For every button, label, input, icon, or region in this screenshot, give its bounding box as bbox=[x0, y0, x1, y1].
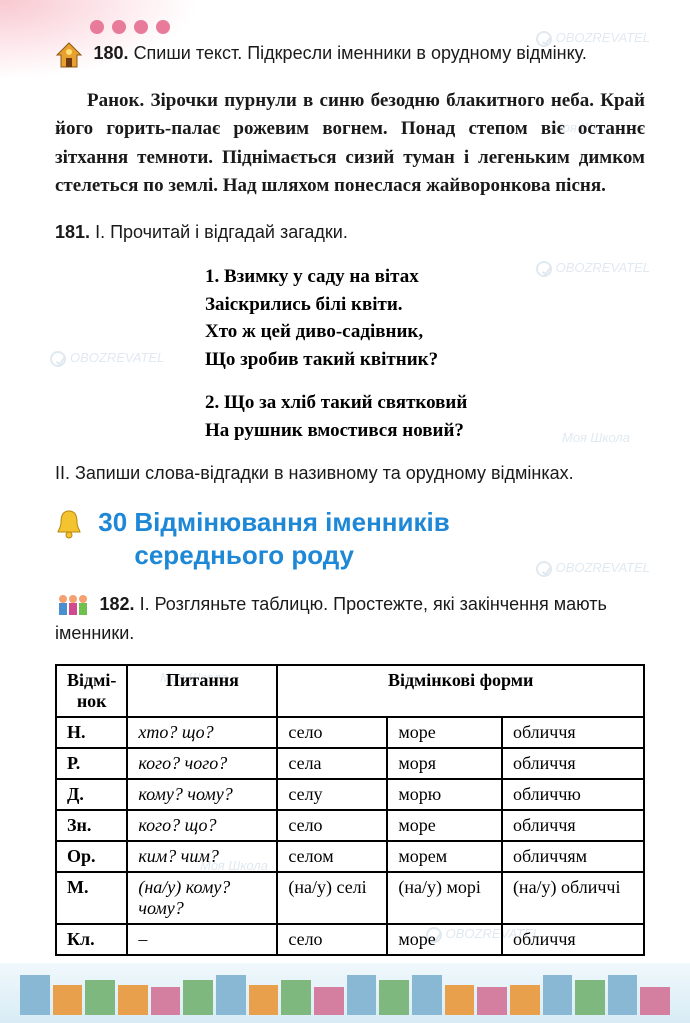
table-row: М.(на/у) кому? чому?(на/у) селі(на/у) мо… bbox=[56, 872, 644, 924]
table-row: Н.хто? що?селомореобличчя bbox=[56, 717, 644, 748]
case-abbr: Ор. bbox=[56, 841, 127, 872]
table-row: Р.кого? чого?селаморяобличчя bbox=[56, 748, 644, 779]
riddle-line: На рушник вмостився новий? bbox=[205, 417, 645, 445]
cases-table: Відмі- нок Питання Відмінкові форми Н.хт… bbox=[55, 664, 645, 956]
riddle-line: Що зробив такий квітник? bbox=[205, 346, 645, 374]
bell-icon bbox=[55, 508, 83, 540]
case-form: село bbox=[277, 924, 387, 955]
case-abbr: М. bbox=[56, 872, 127, 924]
case-abbr: Д. bbox=[56, 779, 127, 810]
table-header: Відмі- нок bbox=[56, 665, 127, 717]
riddle-1: 1. Взимку у саду на вітах Заіскрились бі… bbox=[205, 263, 645, 373]
case-question: – bbox=[127, 924, 277, 955]
case-form: (на/у) морі bbox=[387, 872, 502, 924]
section-title-line2: середнього роду bbox=[134, 540, 354, 570]
case-form: села bbox=[277, 748, 387, 779]
case-form: (на/у) селі bbox=[277, 872, 387, 924]
exercise-182-head: 182. I. Розгляньте таблицю. Простежте, я… bbox=[55, 594, 607, 643]
house-icon bbox=[55, 41, 83, 69]
case-abbr: Зн. bbox=[56, 810, 127, 841]
case-question: (на/у) кому? чому? bbox=[127, 872, 277, 924]
table-header: Відмінкові форми bbox=[277, 665, 644, 717]
exercise-181-part2: II. Запиши слова-відгадки в називному та… bbox=[55, 460, 645, 486]
exercise-instruction: Спиши текст. Підкресли іменники в орудно… bbox=[134, 43, 587, 63]
case-form: село bbox=[277, 717, 387, 748]
exercise-182: 182. I. Розгляньте таблицю. Простежте, я… bbox=[55, 591, 645, 646]
table-row: Д.кому? чому?селуморюобличчю bbox=[56, 779, 644, 810]
case-form: море bbox=[387, 924, 502, 955]
exercise-number: 181. bbox=[55, 222, 90, 242]
riddle-line: 2. Що за хліб такий святковий bbox=[205, 389, 645, 417]
exercise-instruction: I. Прочитай і відгадай загадки. bbox=[95, 222, 348, 242]
case-form: моря bbox=[387, 748, 502, 779]
exercise-instruction: I. Розгляньте таблицю. Простежте, які за… bbox=[55, 594, 607, 643]
case-form: обличчя bbox=[502, 810, 644, 841]
case-form: морем bbox=[387, 841, 502, 872]
case-form: село bbox=[277, 810, 387, 841]
section-30-title: 30 Відмінювання іменників середнього род… bbox=[55, 506, 645, 571]
riddles-block: 1. Взимку у саду на вітах Заіскрились бі… bbox=[205, 263, 645, 444]
case-form: (на/у) обличчі bbox=[502, 872, 644, 924]
exercise-181: 181. I. Прочитай і відгадай загадки. bbox=[55, 219, 645, 245]
exercise-180-body: Ранок. Зірочки пурнули в синю безодню бл… bbox=[55, 87, 645, 201]
table-row: Ор.ким? чим?селомморемобличчям bbox=[56, 841, 644, 872]
case-form: обличчя bbox=[502, 717, 644, 748]
case-question: кого? чого? bbox=[127, 748, 277, 779]
section-title-line1: Відмінювання іменників bbox=[134, 507, 449, 537]
footer-illustration bbox=[0, 963, 690, 1023]
exercise-number: 180. bbox=[94, 43, 129, 63]
exercise-instruction: II. Запиши слова-відгадки в називному та… bbox=[55, 463, 574, 483]
case-abbr: Кл. bbox=[56, 924, 127, 955]
case-form: селу bbox=[277, 779, 387, 810]
table-header: Питання bbox=[127, 665, 277, 717]
riddle-line: Хто ж цей диво-садівник, bbox=[205, 318, 645, 346]
case-form: море bbox=[387, 810, 502, 841]
people-icon bbox=[55, 592, 91, 620]
case-question: ким? чим? bbox=[127, 841, 277, 872]
riddle-line: 1. Взимку у саду на вітах bbox=[205, 263, 645, 291]
case-question: кого? що? bbox=[127, 810, 277, 841]
exercise-180: 180. Спиши текст. Підкресли іменники в о… bbox=[55, 40, 645, 69]
table-row: Зн.кого? що?селомореобличчя bbox=[56, 810, 644, 841]
case-form: обличчя bbox=[502, 748, 644, 779]
case-form: обличчя bbox=[502, 924, 644, 955]
case-form: обличчю bbox=[502, 779, 644, 810]
case-abbr: Р. bbox=[56, 748, 127, 779]
exercise-180-head: 180. Спиши текст. Підкресли іменники в о… bbox=[94, 43, 587, 63]
case-abbr: Н. bbox=[56, 717, 127, 748]
case-form: морю bbox=[387, 779, 502, 810]
case-question: хто? що? bbox=[127, 717, 277, 748]
riddle-2: 2. Що за хліб такий святковий На рушник … bbox=[205, 389, 645, 444]
table-header-row: Відмі- нок Питання Відмінкові форми bbox=[56, 665, 644, 717]
riddle-line: Заіскрились білі квіти. bbox=[205, 291, 645, 319]
case-question: кому? чому? bbox=[127, 779, 277, 810]
exercise-181-head: 181. I. Прочитай і відгадай загадки. bbox=[55, 222, 348, 242]
case-form: селом bbox=[277, 841, 387, 872]
case-form: море bbox=[387, 717, 502, 748]
case-form: обличчям bbox=[502, 841, 644, 872]
section-number: 30 bbox=[98, 506, 127, 539]
table-row: Кл.–селомореобличчя bbox=[56, 924, 644, 955]
exercise-number: 182. bbox=[100, 594, 135, 614]
